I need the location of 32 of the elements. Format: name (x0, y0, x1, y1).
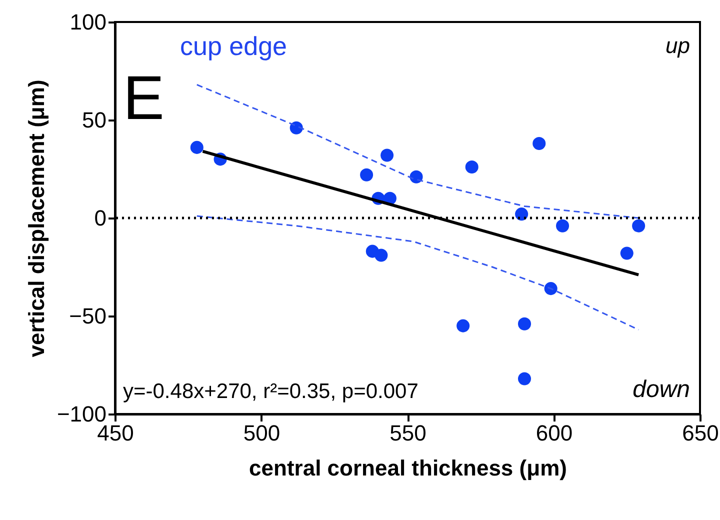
point (360, 168, 374, 182)
line-series (196, 215, 640, 330)
point (380, 148, 394, 162)
x-axis-title: central corneal thickness (μm) (249, 456, 567, 480)
y-tick-label: −50 (69, 304, 106, 328)
point (374, 248, 388, 262)
x-tick-label: 500 (243, 420, 280, 446)
point (410, 170, 423, 184)
x-tick-label: 600 (536, 420, 573, 446)
point (532, 137, 546, 150)
point (515, 208, 528, 221)
point (518, 317, 532, 330)
point (190, 140, 204, 154)
annotation: cup edge (180, 31, 287, 61)
y-axis-title: vertical displacement (μm) (24, 80, 49, 358)
point (620, 246, 634, 260)
point (632, 219, 646, 232)
annotation: up (666, 33, 690, 58)
y-tick-label: 50 (82, 108, 106, 132)
annotation: y=-0.48x+270, r²=0.35, p=0.007 (123, 380, 418, 403)
point (518, 372, 532, 386)
point (556, 219, 570, 232)
annotation: down (632, 376, 690, 403)
x-tick-label: 550 (390, 420, 426, 446)
annotation: E (123, 64, 164, 133)
point (290, 121, 303, 134)
y-tick-label: 0 (94, 206, 106, 230)
x-tick-label: 650 (682, 420, 719, 446)
y-tick-label: 100 (70, 10, 106, 34)
point (544, 282, 558, 296)
point (456, 319, 470, 332)
point (465, 160, 478, 174)
